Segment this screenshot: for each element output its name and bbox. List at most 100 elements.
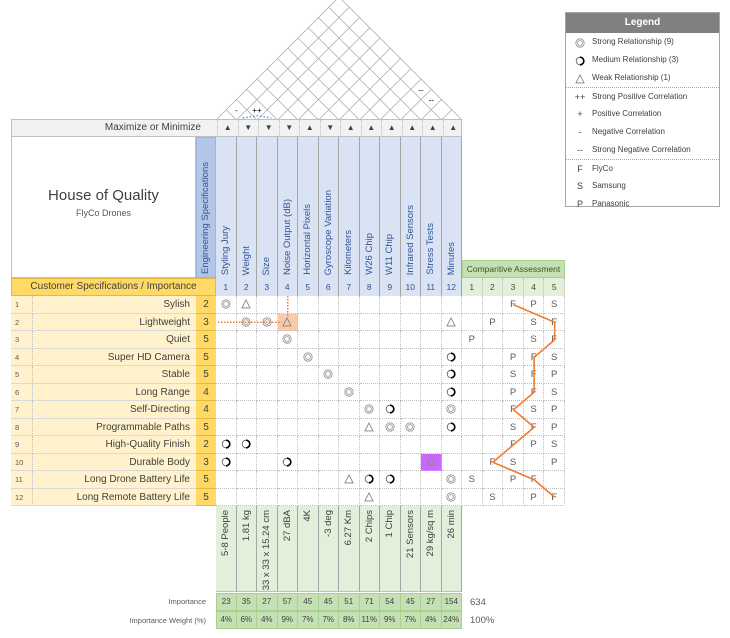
relationship-cell[interactable] bbox=[298, 418, 319, 436]
relationship-cell[interactable] bbox=[257, 436, 278, 454]
relationship-cell[interactable] bbox=[359, 313, 380, 331]
relationship-cell[interactable] bbox=[339, 453, 360, 471]
relationship-cell[interactable] bbox=[257, 453, 278, 471]
relationship-cell[interactable] bbox=[216, 488, 237, 506]
relationship-cell[interactable] bbox=[339, 471, 360, 489]
relationship-cell[interactable] bbox=[421, 418, 442, 436]
relationship-cell[interactable] bbox=[421, 331, 442, 349]
relationship-cell[interactable] bbox=[359, 418, 380, 436]
relationship-cell[interactable] bbox=[441, 331, 462, 349]
relationship-cell[interactable] bbox=[318, 348, 339, 366]
relationship-cell[interactable] bbox=[298, 313, 319, 331]
relationship-cell[interactable] bbox=[421, 401, 442, 419]
relationship-cell[interactable] bbox=[359, 348, 380, 366]
relationship-cell[interactable] bbox=[277, 488, 298, 506]
relationship-cell[interactable] bbox=[441, 488, 462, 506]
relationship-cell[interactable] bbox=[298, 296, 319, 314]
relationship-cell[interactable] bbox=[298, 366, 319, 384]
relationship-cell[interactable] bbox=[216, 453, 237, 471]
relationship-cell[interactable] bbox=[257, 418, 278, 436]
relationship-cell[interactable] bbox=[380, 436, 401, 454]
relationship-cell[interactable] bbox=[380, 453, 401, 471]
relationship-cell[interactable] bbox=[339, 313, 360, 331]
relationship-cell[interactable] bbox=[339, 366, 360, 384]
relationship-cell[interactable] bbox=[257, 401, 278, 419]
relationship-cell[interactable] bbox=[400, 418, 421, 436]
relationship-cell[interactable] bbox=[216, 401, 237, 419]
relationship-cell[interactable] bbox=[441, 296, 462, 314]
relationship-cell[interactable] bbox=[216, 331, 237, 349]
relationship-cell[interactable] bbox=[441, 453, 462, 471]
relationship-cell[interactable] bbox=[277, 418, 298, 436]
relationship-cell[interactable] bbox=[421, 366, 442, 384]
relationship-cell[interactable] bbox=[236, 488, 257, 506]
relationship-cell[interactable] bbox=[257, 366, 278, 384]
relationship-cell[interactable] bbox=[339, 418, 360, 436]
relationship-cell[interactable] bbox=[380, 418, 401, 436]
relationship-cell[interactable] bbox=[400, 383, 421, 401]
relationship-cell[interactable] bbox=[318, 296, 339, 314]
relationship-cell[interactable] bbox=[298, 471, 319, 489]
relationship-cell[interactable] bbox=[339, 488, 360, 506]
relationship-cell[interactable] bbox=[339, 436, 360, 454]
relationship-cell[interactable] bbox=[400, 488, 421, 506]
relationship-cell[interactable] bbox=[216, 471, 237, 489]
relationship-cell[interactable] bbox=[441, 401, 462, 419]
relationship-cell[interactable] bbox=[380, 366, 401, 384]
relationship-cell[interactable] bbox=[277, 401, 298, 419]
relationship-cell[interactable] bbox=[359, 453, 380, 471]
relationship-cell[interactable] bbox=[339, 296, 360, 314]
relationship-cell[interactable] bbox=[359, 401, 380, 419]
relationship-cell[interactable] bbox=[318, 401, 339, 419]
relationship-cell[interactable] bbox=[441, 366, 462, 384]
relationship-cell[interactable] bbox=[380, 313, 401, 331]
relationship-cell[interactable] bbox=[277, 331, 298, 349]
relationship-cell[interactable] bbox=[318, 366, 339, 384]
relationship-cell[interactable] bbox=[257, 471, 278, 489]
relationship-cell[interactable] bbox=[216, 366, 237, 384]
relationship-cell[interactable] bbox=[298, 436, 319, 454]
relationship-cell[interactable] bbox=[318, 488, 339, 506]
relationship-cell[interactable] bbox=[277, 383, 298, 401]
relationship-cell[interactable] bbox=[216, 348, 237, 366]
relationship-cell[interactable] bbox=[257, 348, 278, 366]
relationship-cell[interactable] bbox=[298, 401, 319, 419]
relationship-cell[interactable] bbox=[257, 488, 278, 506]
relationship-cell[interactable] bbox=[359, 436, 380, 454]
relationship-cell[interactable] bbox=[216, 383, 237, 401]
relationship-cell[interactable] bbox=[277, 313, 298, 331]
relationship-cell[interactable] bbox=[400, 296, 421, 314]
relationship-cell[interactable] bbox=[339, 331, 360, 349]
relationship-cell[interactable] bbox=[318, 436, 339, 454]
relationship-cell[interactable] bbox=[236, 296, 257, 314]
relationship-cell[interactable] bbox=[298, 383, 319, 401]
relationship-cell[interactable] bbox=[400, 331, 421, 349]
relationship-cell[interactable] bbox=[400, 453, 421, 471]
relationship-cell[interactable] bbox=[421, 383, 442, 401]
relationship-cell[interactable] bbox=[298, 331, 319, 349]
relationship-cell[interactable] bbox=[236, 436, 257, 454]
relationship-cell[interactable] bbox=[257, 296, 278, 314]
relationship-cell[interactable] bbox=[421, 436, 442, 454]
relationship-cell[interactable] bbox=[339, 401, 360, 419]
relationship-cell[interactable] bbox=[257, 383, 278, 401]
relationship-cell[interactable] bbox=[400, 366, 421, 384]
relationship-cell[interactable] bbox=[339, 348, 360, 366]
relationship-cell[interactable] bbox=[298, 488, 319, 506]
relationship-cell[interactable] bbox=[236, 366, 257, 384]
relationship-cell[interactable] bbox=[318, 313, 339, 331]
relationship-cell[interactable] bbox=[380, 348, 401, 366]
relationship-cell[interactable] bbox=[277, 348, 298, 366]
relationship-cell[interactable] bbox=[359, 296, 380, 314]
relationship-cell[interactable] bbox=[236, 418, 257, 436]
relationship-cell[interactable] bbox=[400, 436, 421, 454]
relationship-cell[interactable] bbox=[421, 488, 442, 506]
relationship-cell[interactable] bbox=[236, 383, 257, 401]
relationship-cell[interactable] bbox=[441, 383, 462, 401]
relationship-cell[interactable] bbox=[421, 313, 442, 331]
relationship-cell[interactable] bbox=[380, 401, 401, 419]
relationship-cell[interactable] bbox=[421, 453, 442, 471]
relationship-cell[interactable] bbox=[359, 366, 380, 384]
relationship-cell[interactable] bbox=[441, 418, 462, 436]
relationship-cell[interactable] bbox=[359, 488, 380, 506]
